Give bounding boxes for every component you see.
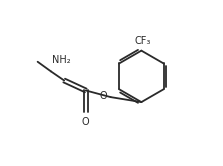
Text: O: O: [99, 91, 107, 101]
Text: NH₂: NH₂: [52, 55, 70, 65]
Text: CF₃: CF₃: [135, 37, 151, 46]
Text: O: O: [82, 117, 90, 127]
